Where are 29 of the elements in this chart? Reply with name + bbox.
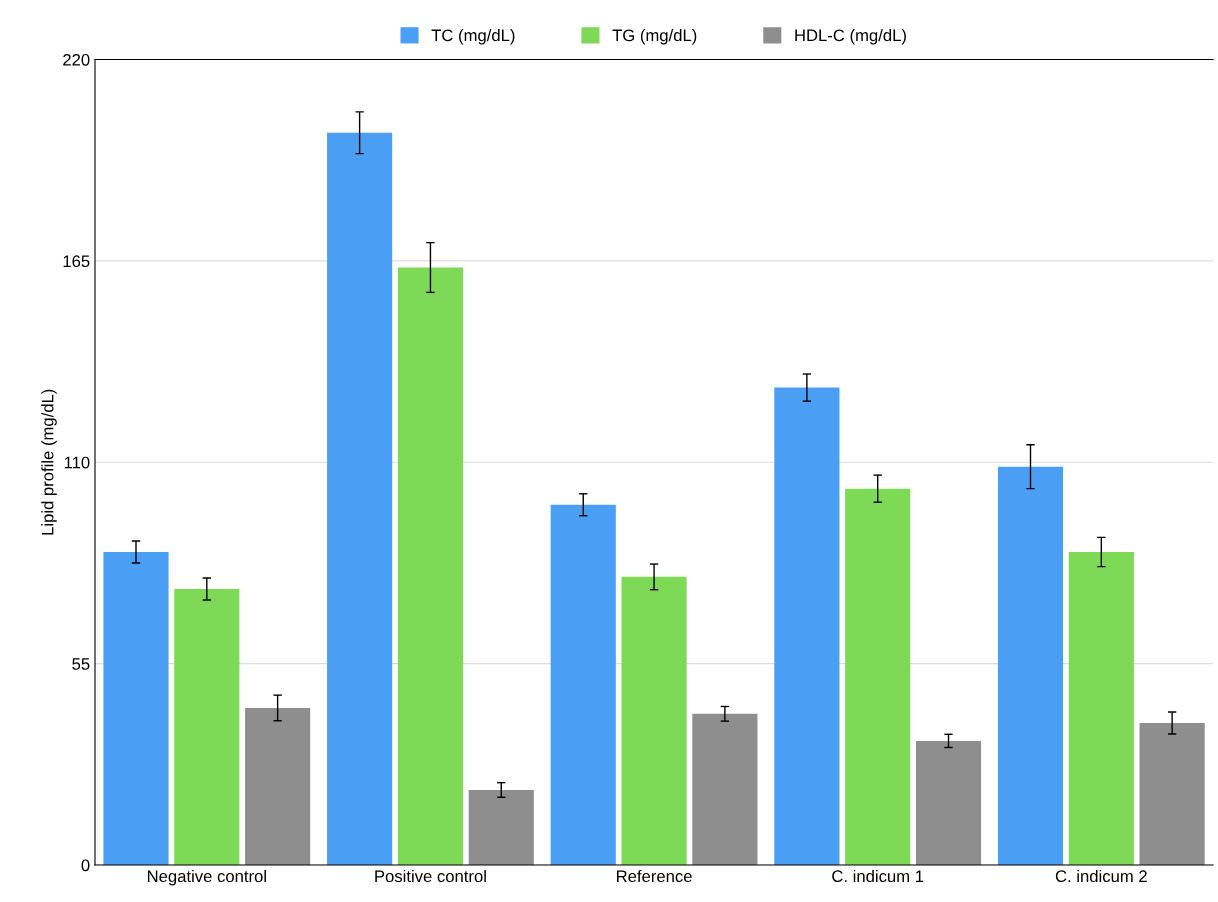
y-axis-title: Lipid profile (mg/dL) (41, 389, 57, 535)
legend-label: HDL-C (mg/dL) (795, 29, 906, 45)
x-tick-label: Negative control (147, 869, 266, 886)
y-tick-label: 110 (64, 456, 90, 469)
y-tick-label: 0 (81, 859, 90, 872)
bar (103, 551, 169, 866)
bar (997, 466, 1064, 866)
bar (245, 707, 311, 866)
bar (327, 132, 393, 866)
bar (774, 387, 840, 866)
bar (174, 588, 240, 866)
bar (397, 267, 464, 866)
y-tick-label: 165 (63, 255, 90, 268)
x-tick-label: Reference (616, 869, 692, 883)
bar (468, 789, 534, 866)
legend-label: TG (mg/dL) (612, 29, 697, 45)
bar (692, 713, 758, 866)
x-tick-label: Positive control (375, 869, 486, 883)
bar (550, 504, 616, 866)
bar (1068, 551, 1134, 866)
bar (1139, 722, 1205, 866)
bar (915, 740, 982, 866)
bar (621, 576, 687, 866)
x-tick-label: C. indicum 1 (832, 869, 924, 883)
legend-label: TC (mg/dL) (431, 29, 515, 45)
y-tick-label: 220 (63, 53, 90, 66)
y-tick-label: 55 (72, 658, 90, 670)
x-tick-label: C. indicum 2 (1055, 869, 1147, 883)
bar (845, 488, 911, 866)
